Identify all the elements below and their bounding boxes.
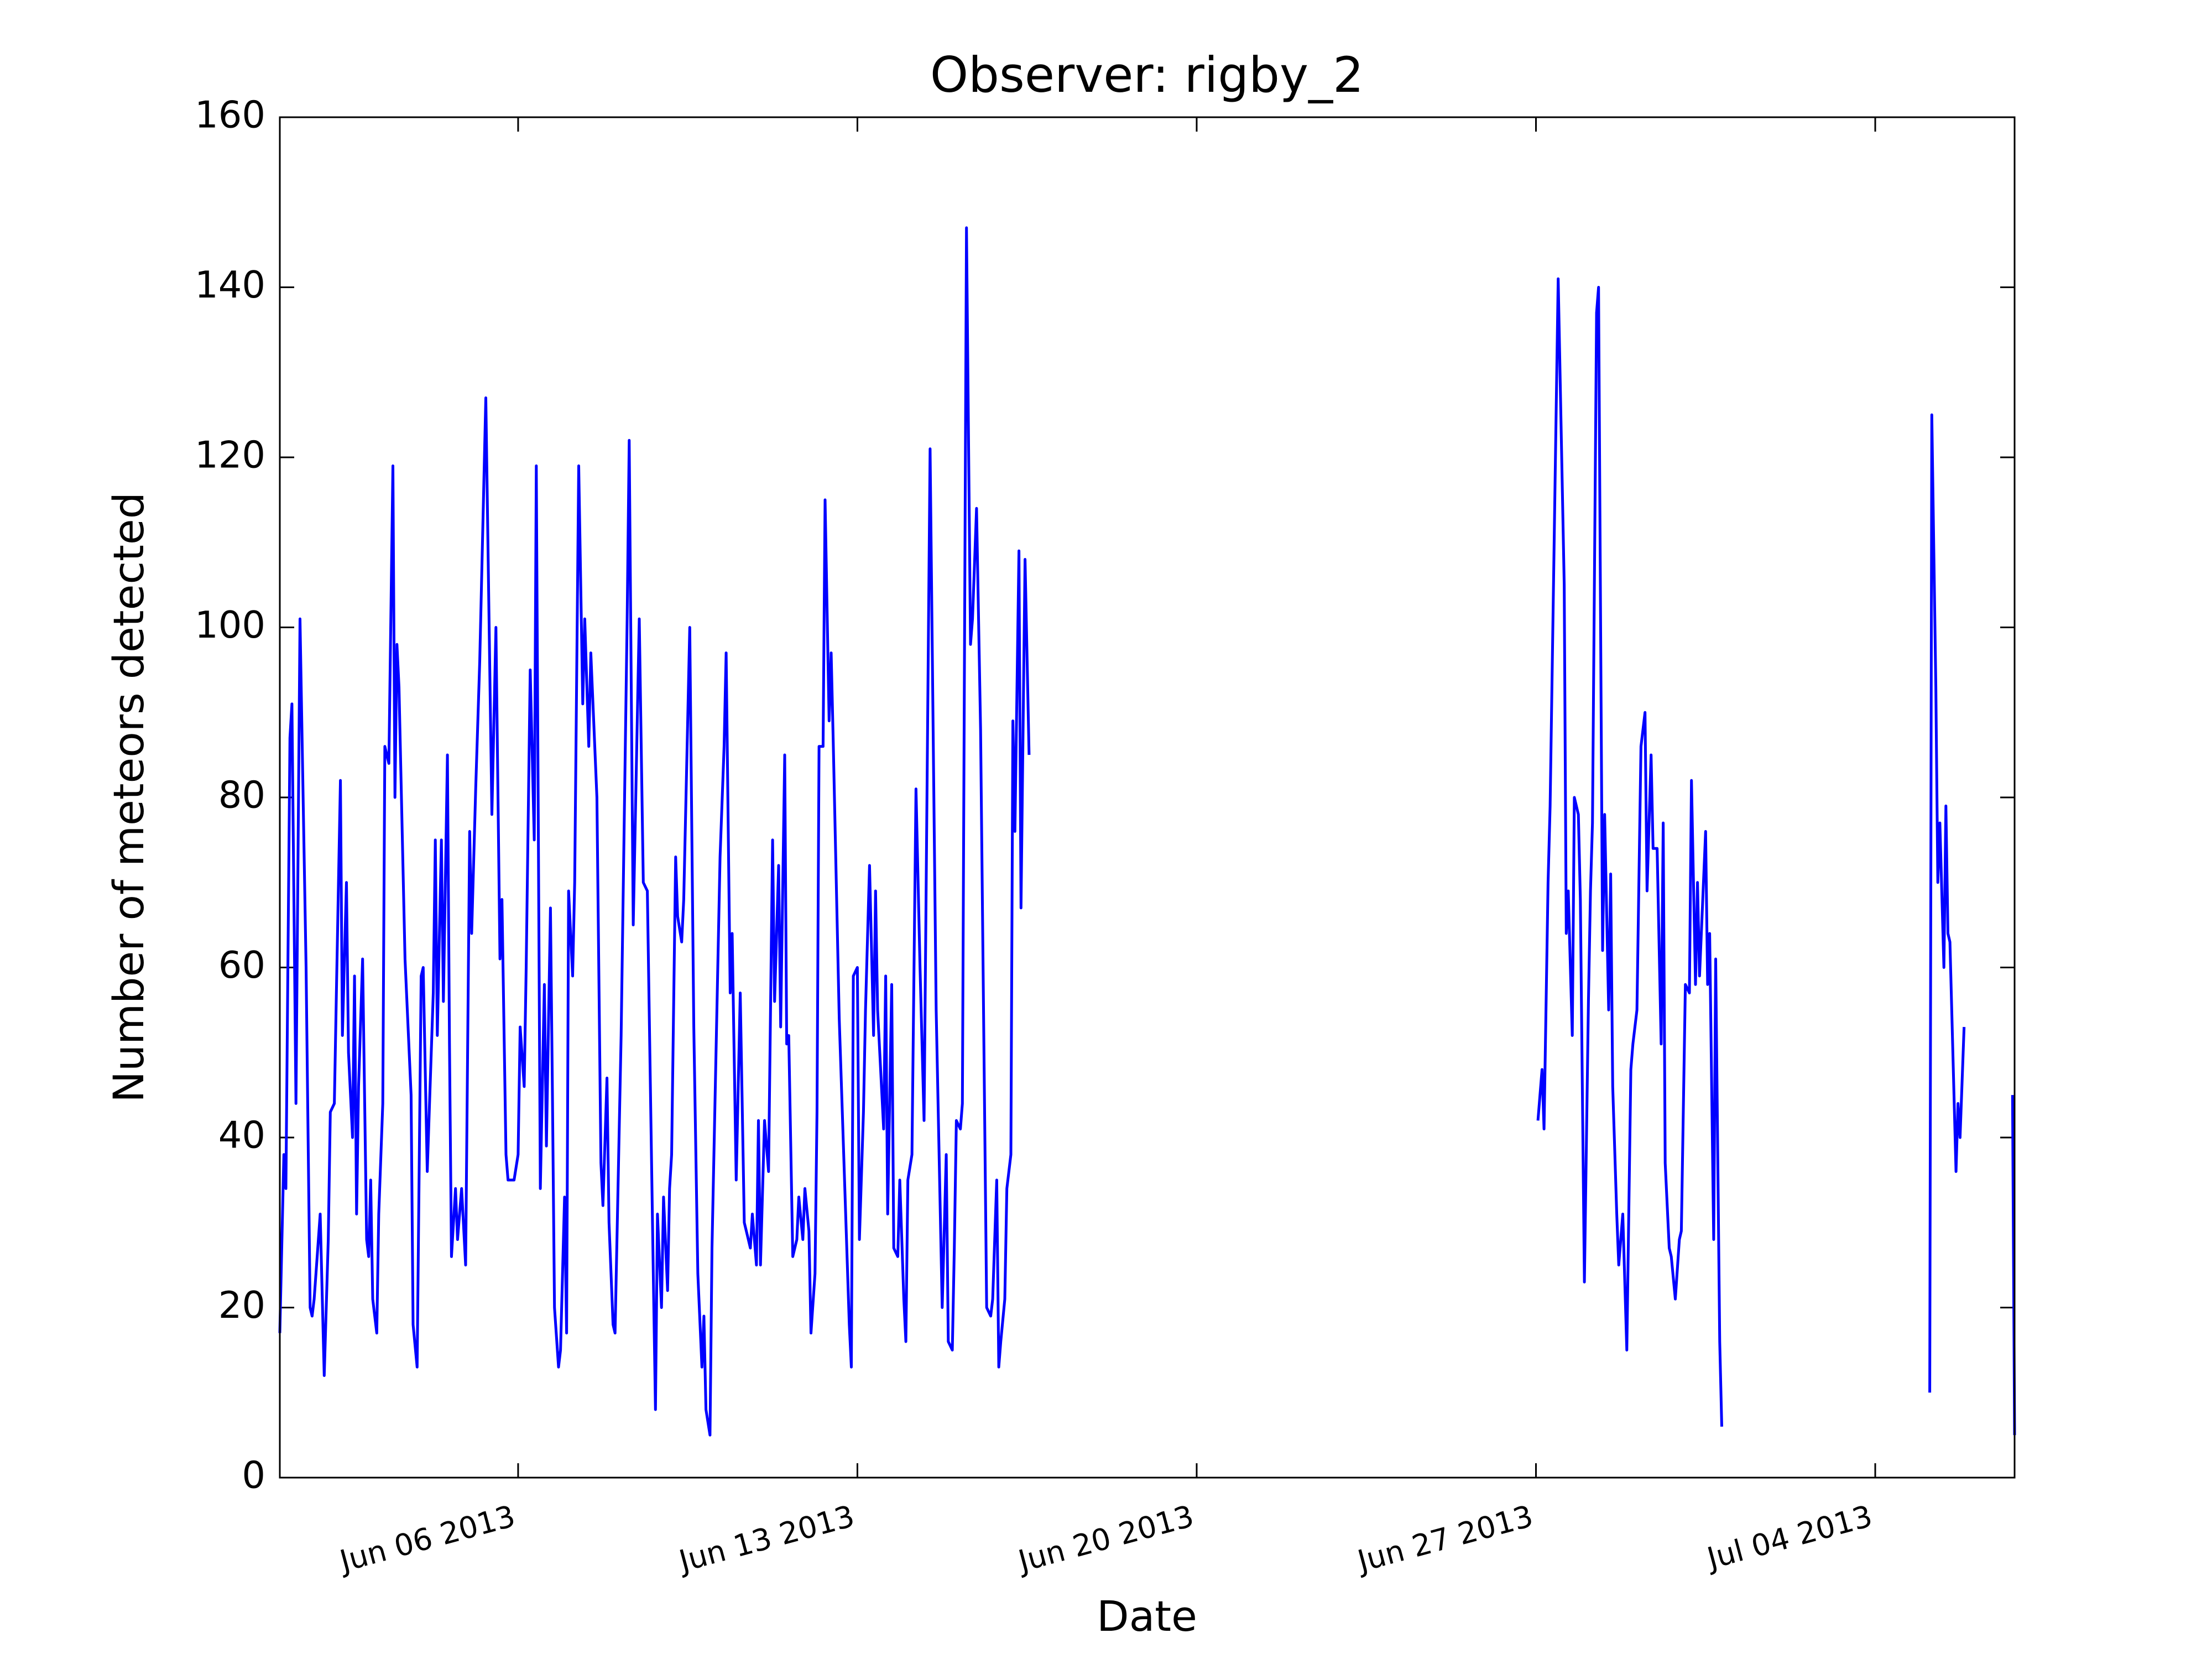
y-tick-label: 160 xyxy=(195,93,265,137)
y-tick-label: 120 xyxy=(195,434,265,477)
y-tick-label: 20 xyxy=(218,1284,265,1327)
data-line xyxy=(278,226,2016,1437)
y-tick-label: 40 xyxy=(218,1114,265,1157)
y-tick-label: 0 xyxy=(242,1454,265,1497)
y-tick-label: 80 xyxy=(218,774,265,817)
x-axis-label: Date xyxy=(1097,1592,1197,1641)
plot-frame xyxy=(279,116,2016,1479)
y-axis-label: Number of meteors detected xyxy=(104,492,153,1103)
y-tick-label: 60 xyxy=(218,943,265,987)
y-tick-label: 140 xyxy=(195,263,265,306)
chart-title: Observer: rigby_2 xyxy=(930,46,1364,103)
y-tick-label: 100 xyxy=(195,603,265,646)
